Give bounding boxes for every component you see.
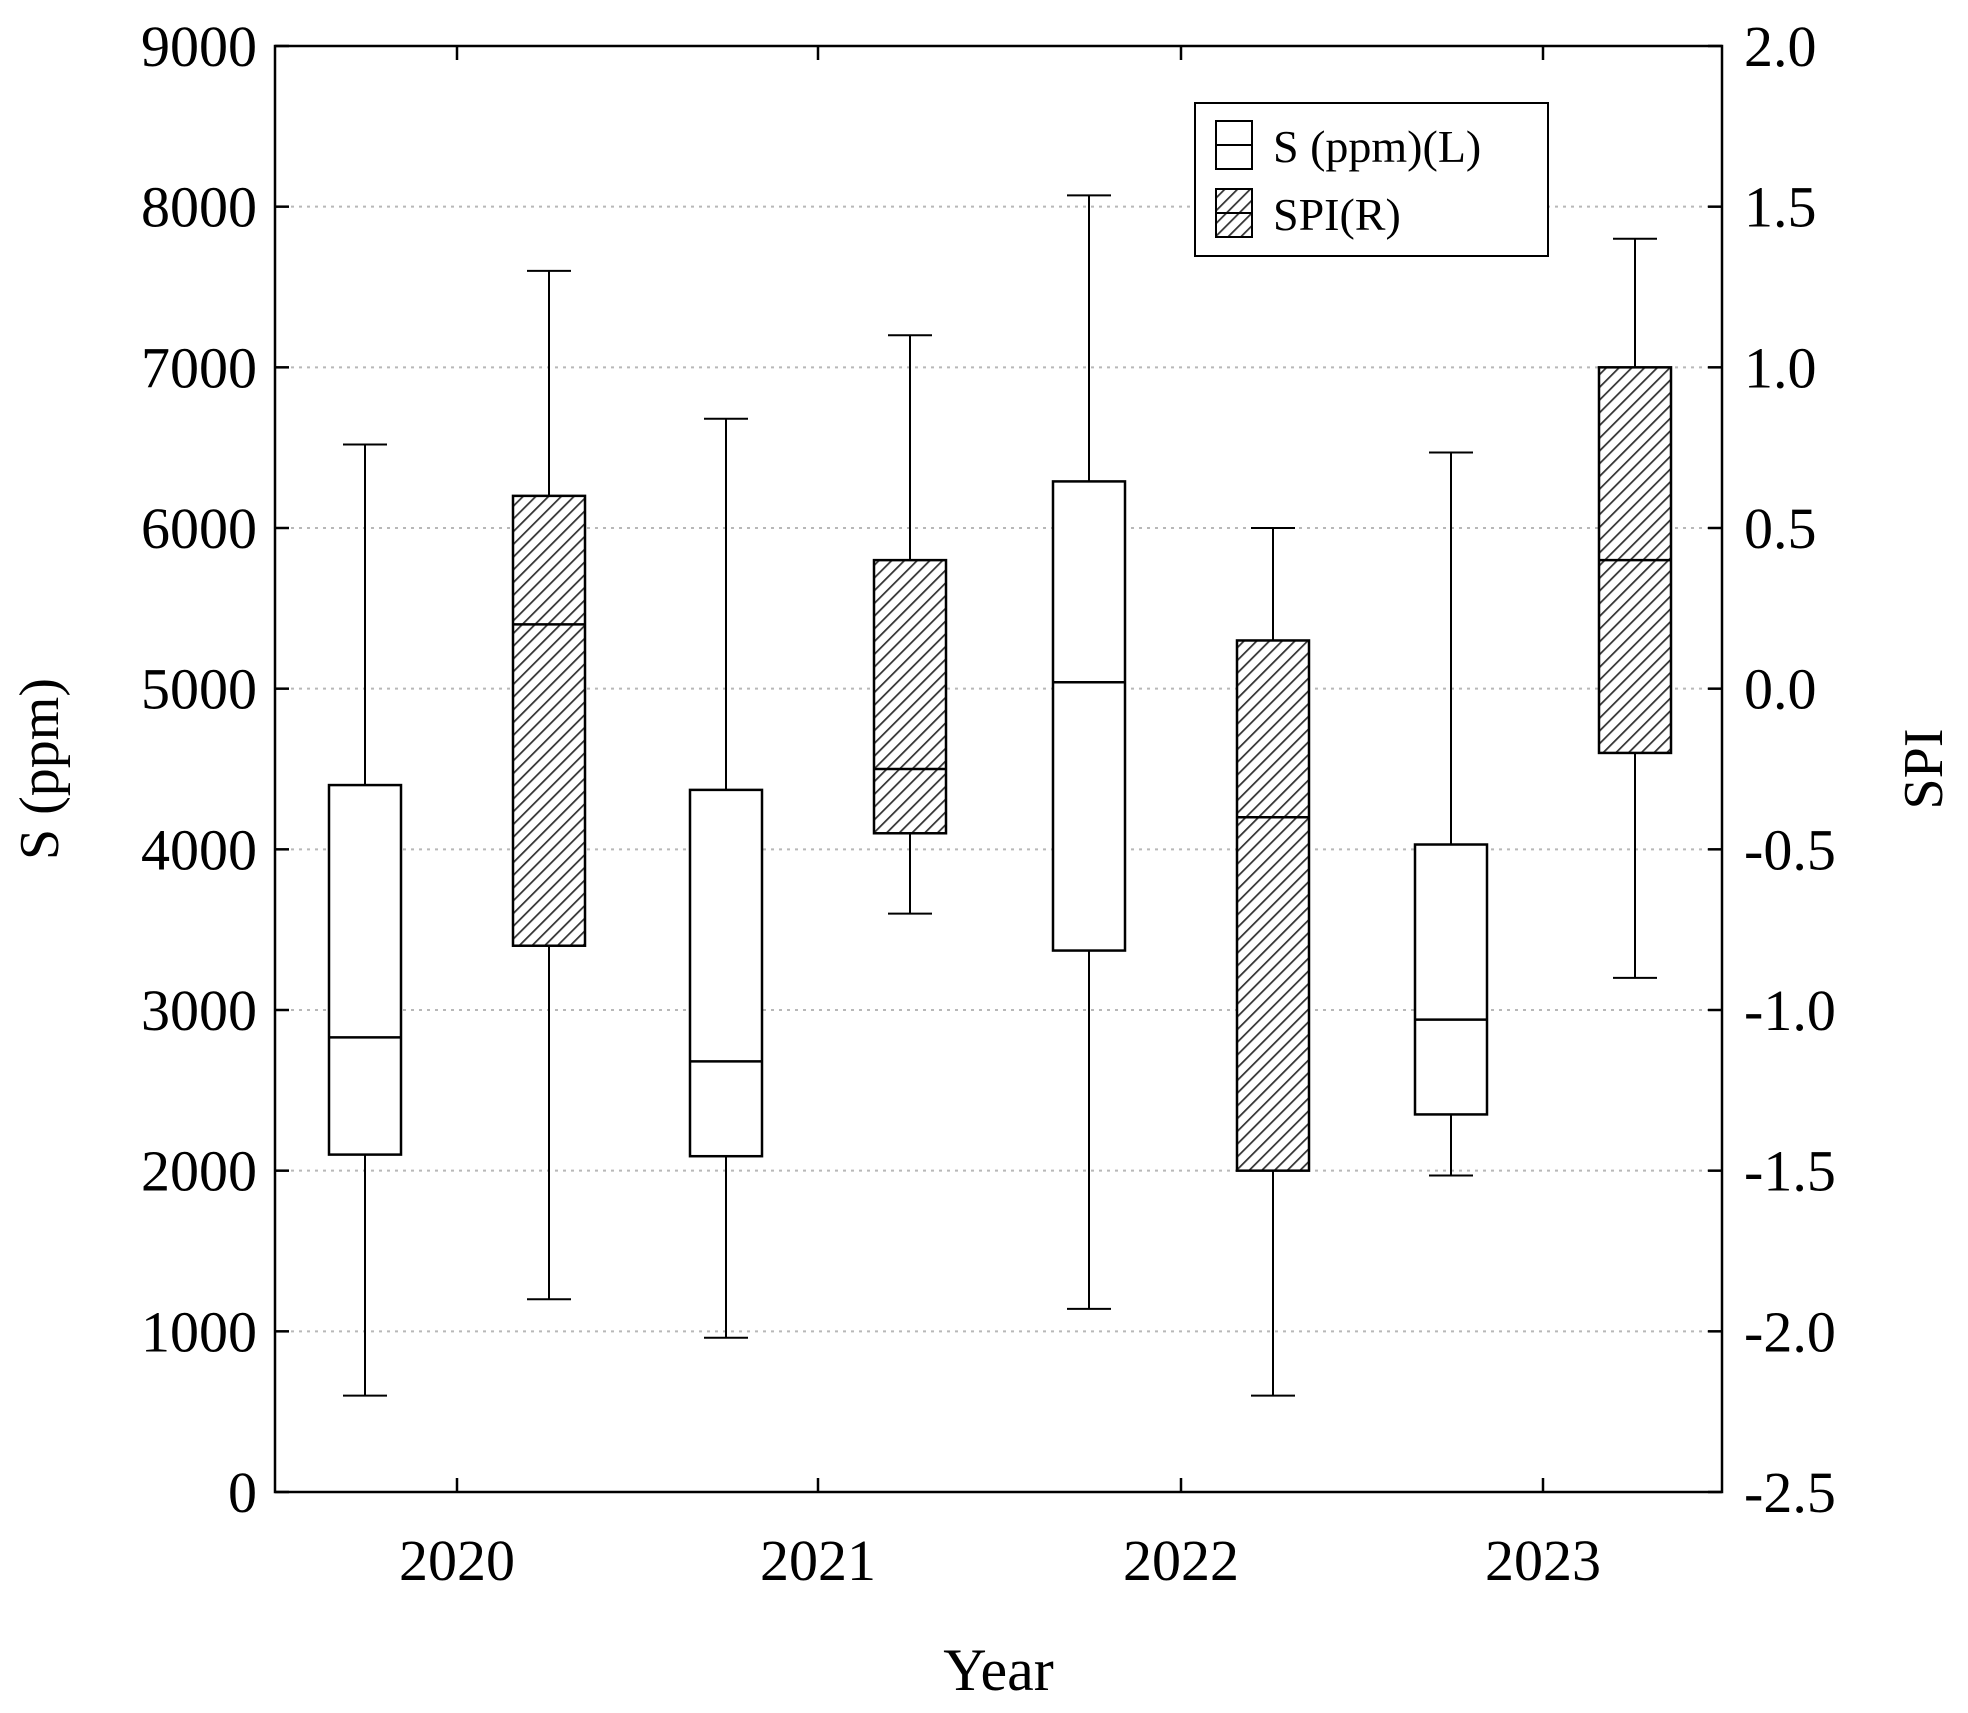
left-y-axis: 0 1000 2000 3000 4000 5000 6000 7000 8000 9000 [141, 14, 289, 1525]
right-tick-label-4: -0.5 [1744, 817, 1836, 882]
left-tick-label-3000: 3000 [141, 978, 257, 1043]
plot-elements [327, 194, 1673, 1397]
iqr-box-spi-2022 [1235, 639, 1311, 1172]
right-tick-label-8: 1.5 [1744, 175, 1817, 240]
x-tick-label-2022: 2022 [1123, 1528, 1239, 1593]
left-tick-label-0: 0 [228, 1460, 257, 1525]
right-tick-label-9: 2.0 [1744, 14, 1817, 79]
right-y-axis-label: SPI [1893, 729, 1955, 810]
x-tick-label-2023: 2023 [1485, 1528, 1601, 1593]
x-axis: 2020 2021 2022 2023 [399, 46, 1601, 1593]
left-tick-label-9000: 9000 [141, 14, 257, 79]
x-tick-label-2020: 2020 [399, 1528, 515, 1593]
right-tick-label-2: -1.5 [1744, 1139, 1836, 1204]
legend-box [1194, 102, 1549, 257]
iqr-box-spi-2021 [872, 558, 948, 835]
right-tick-label-6: 0.5 [1744, 496, 1817, 561]
box-spi-2023 [1597, 237, 1673, 979]
x-axis-label: Year [943, 1637, 1054, 1703]
box-spi-2021 [872, 334, 948, 915]
right-tick-label-5: 0.0 [1744, 657, 1817, 722]
right-tick-label-3: -1.0 [1744, 978, 1836, 1043]
grid-lines [275, 205, 1722, 1333]
box-s-ppm-2021 [688, 417, 764, 1339]
left-tick-label-2000: 2000 [141, 1139, 257, 1204]
box-s-ppm-2022 [1051, 194, 1127, 1310]
iqr-box-s-ppm-2023 [1413, 843, 1489, 1116]
plot-frame [273, 44, 1724, 1494]
iqr-box-s-ppm-2020 [327, 783, 403, 1156]
x-tick-label-2021: 2021 [760, 1528, 876, 1593]
legend: S (ppm)(L) SPI(R) [1194, 102, 1549, 257]
iqr-box-s-ppm-2022 [1051, 480, 1127, 952]
right-tick-label-1: -2.0 [1744, 1299, 1836, 1364]
legend-label-s-ppm: S (ppm)(L) [1273, 121, 1481, 172]
box-s-ppm-2020 [327, 443, 403, 1397]
iqr-box-spi-2020 [511, 494, 587, 947]
left-tick-label-6000: 6000 [141, 496, 257, 561]
right-tick-label-7: 1.0 [1744, 335, 1817, 400]
left-tick-label-8000: 8000 [141, 175, 257, 240]
left-tick-label-4000: 4000 [141, 817, 257, 882]
iqr-box-s-ppm-2021 [688, 788, 764, 1158]
right-y-axis: -2.5 -2.0 -1.5 -1.0 -0.5 0.0 0.5 1.0 1.5 2.0 [1708, 14, 1836, 1525]
box-s-ppm-2023 [1413, 451, 1489, 1177]
right-tick-label-0: -2.5 [1744, 1460, 1836, 1525]
legend-label-spi: SPI(R) [1273, 189, 1401, 240]
left-tick-label-7000: 7000 [141, 335, 257, 400]
left-tick-label-1000: 1000 [141, 1299, 257, 1364]
box-spi-2020 [511, 269, 587, 1301]
left-y-axis-label: S (ppm) [9, 678, 71, 860]
left-tick-label-5000: 5000 [141, 657, 257, 722]
box-spi-2022 [1235, 527, 1311, 1397]
